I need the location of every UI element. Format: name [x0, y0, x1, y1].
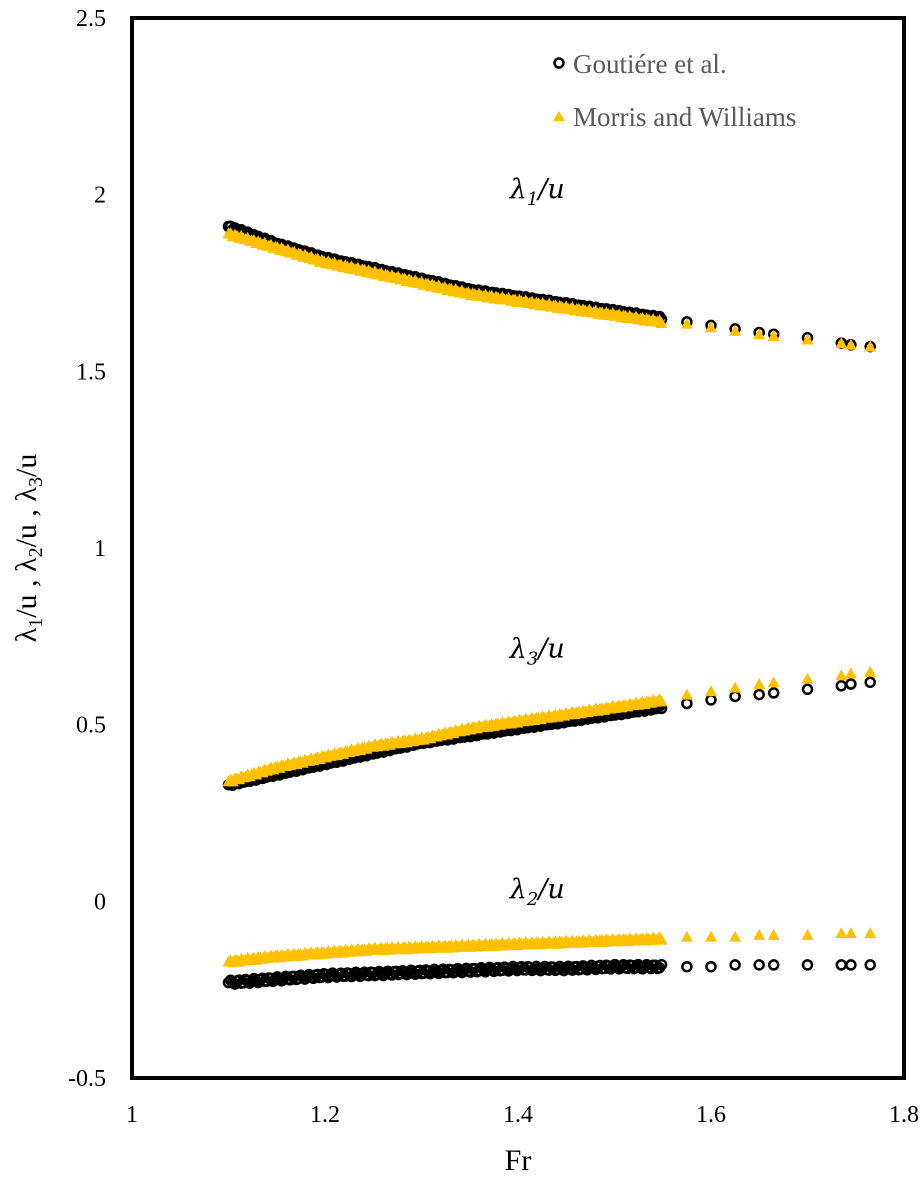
point-triangle: [680, 688, 693, 700]
legend: Goutiére et al. Morris and Williams: [553, 49, 796, 132]
y-title-part: /u: [10, 454, 43, 477]
y-title-part: λ: [10, 627, 43, 642]
curve-label-sub: 2: [526, 889, 538, 910]
point-triangle: [844, 338, 857, 350]
point-triangle: [680, 317, 693, 329]
point-circle: [864, 959, 876, 971]
point-circle: [801, 959, 814, 971]
y-tick-label: 2: [94, 183, 106, 209]
point-triangle: [767, 330, 780, 341]
y-tick-label: 0: [94, 889, 106, 915]
point-triangle: [655, 933, 668, 945]
point-circle: [753, 959, 765, 971]
data-points: [222, 220, 877, 990]
x-tick-label: 1: [126, 1102, 138, 1128]
legend-label-morris: Morris and Williams: [573, 102, 796, 132]
point-triangle: [835, 337, 848, 349]
point-triangle: [705, 685, 717, 697]
y-tick-label: 1: [94, 536, 106, 562]
point-triangle: [729, 681, 742, 693]
curve-label-sub: 3: [527, 649, 538, 670]
point-circle: [767, 959, 780, 971]
point-triangle: [844, 927, 857, 939]
y-title-sub: 1: [25, 618, 47, 628]
point-triangle: [753, 928, 766, 940]
point-triangle: [767, 928, 780, 940]
point-circle: [845, 678, 857, 690]
point-triangle: [864, 665, 877, 677]
point-triangle: [705, 930, 717, 942]
point-triangle: [753, 678, 766, 689]
curve-label-base: λ: [509, 874, 527, 905]
legend-marker-circle: [553, 57, 565, 69]
legend-marker-triangle: [553, 111, 565, 121]
curve-label-sub: 1: [527, 189, 538, 210]
y-title-part: /u , λ: [10, 557, 43, 618]
point-circle: [753, 688, 765, 701]
point-triangle: [835, 669, 848, 681]
point-circle: [845, 959, 857, 971]
point-circle: [705, 960, 717, 973]
point-triangle: [655, 695, 668, 707]
y-axis-title: λ1/u , λ2/u , λ3/u: [10, 454, 47, 643]
point-circle: [801, 683, 814, 696]
curve-label-rest: /u: [535, 874, 565, 905]
point-circle: [767, 687, 780, 699]
point-triangle: [864, 927, 877, 939]
y-axis-ticks: -0.5 0 0.5 1 1.5 2 2.5: [68, 6, 106, 1092]
x-tick-label: 1.8: [889, 1102, 919, 1128]
point-triangle: [729, 930, 742, 942]
point-circle: [681, 960, 693, 973]
x-axis-title: Fr: [505, 1144, 532, 1177]
y-title-sub: 2: [25, 547, 47, 557]
x-tick-label: 1.2: [310, 1102, 340, 1128]
y-tick-label: 1.5: [76, 359, 106, 385]
x-axis-ticks: 1 1.2 1.4 1.6 1.8: [126, 1102, 919, 1128]
point-circle: [655, 958, 668, 971]
legend-label-goutiere: Goutiére et al.: [573, 49, 727, 79]
point-triangle: [801, 928, 814, 940]
curve-label-rest: /u: [535, 634, 565, 665]
point-triangle: [655, 317, 668, 328]
y-tick-label: 0.5: [76, 713, 106, 739]
point-triangle: [835, 927, 848, 939]
y-title-part: /u , λ: [10, 487, 43, 548]
point-triangle: [753, 328, 766, 340]
point-triangle: [767, 676, 780, 688]
x-tick-label: 1.6: [696, 1102, 726, 1128]
point-circle: [729, 959, 741, 971]
point-circle: [864, 676, 876, 689]
plot-area: [130, 16, 906, 1080]
y-tick-label: -0.5: [68, 1066, 106, 1092]
curve-label: λ1/u: [509, 174, 565, 210]
point-triangle: [801, 672, 814, 684]
curve-label: λ2/u: [509, 874, 565, 910]
point-triangle: [705, 321, 717, 333]
y-tick-label: 2.5: [76, 6, 106, 32]
point-triangle: [801, 333, 814, 345]
point-triangle: [864, 340, 877, 352]
point-triangle: [729, 324, 742, 336]
curve-label-rest: /u: [535, 174, 565, 205]
x-tick-label: 1.4: [503, 1102, 533, 1128]
curve-label-base: λ: [509, 634, 527, 665]
point-triangle: [680, 930, 693, 942]
point-triangle: [844, 667, 857, 679]
curve-label: λ3/u: [509, 634, 565, 670]
y-title-sub: 3: [25, 477, 47, 487]
curve-annotations: λ1/uλ3/uλ2/u: [509, 174, 565, 910]
curve-label-base: λ: [509, 174, 527, 205]
